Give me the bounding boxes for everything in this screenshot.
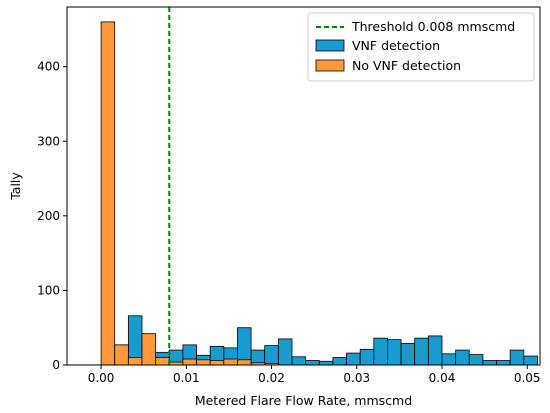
vnf-bar-11 (264, 345, 279, 366)
bars-layer (100, 21, 538, 366)
plot-frame (66, 6, 541, 366)
no-vnf-bar-4 (155, 357, 170, 366)
vnf-bar-23 (427, 335, 443, 366)
vnf-bar-16 (332, 357, 347, 366)
y-tick-label-2: 200 (37, 209, 60, 223)
x-tick-label-0: 0.00 (88, 371, 115, 385)
x-axis-label: Metered Flare Flow Rate, mmscmd (195, 393, 412, 408)
legend-novnf-label: No VNF detection (352, 58, 461, 73)
x-axis: 0.00 0.01 0.02 0.03 0.04 0.05 (88, 365, 541, 385)
no-vnf-bar-1 (114, 344, 129, 366)
vnf-bar-14 (305, 360, 320, 366)
y-tick-label-1: 100 (37, 283, 60, 297)
vnf-bar-29 (509, 349, 525, 366)
no-vnf-bar-8 (209, 360, 225, 366)
x-tick-label-4: 0.04 (429, 371, 456, 385)
y-tick-label-3: 300 (37, 134, 60, 148)
y-axis-label: Tally (8, 172, 23, 201)
y-tick-label-4: 400 (37, 60, 60, 74)
no-vnf-bar-7 (196, 359, 211, 366)
vnf-bar-28 (496, 360, 511, 366)
legend-box (307, 12, 535, 82)
no-vnf-bar-3 (141, 333, 157, 366)
legend-threshold-label: Threshold 0.008 mmscmd (351, 19, 515, 34)
vnf-bar-30 (523, 355, 538, 366)
vnf-bar-27 (482, 360, 497, 366)
vnf-bar-21 (400, 342, 416, 366)
no-vnf-bar-10 (237, 359, 252, 366)
no-vnf-bar-0 (100, 21, 116, 366)
vnf-bar-26 (468, 354, 484, 366)
vnf-bar-17 (346, 352, 361, 366)
x-tick-label-5: 0.05 (514, 371, 541, 385)
vnf-bar-15 (318, 360, 334, 366)
y-axis: 0 100 200 300 400 (37, 60, 67, 372)
x-tick-label-3: 0.03 (343, 371, 370, 385)
no-vnf-bar-2 (127, 357, 143, 366)
vnf-bar-12 (277, 338, 293, 366)
x-tick-label-1: 0.01 (173, 371, 200, 385)
y-tick-label-0: 0 (52, 358, 60, 372)
vnf-bar-20 (387, 339, 402, 366)
vnf-bar-24 (441, 353, 457, 366)
vnf-bar-22 (414, 337, 429, 366)
no-vnf-bar-9 (223, 358, 238, 366)
legend-vnf-label: VNF detection (352, 38, 440, 53)
legend-vnf-swatch (315, 39, 345, 52)
x-tick-label-2: 0.02 (258, 371, 285, 385)
vnf-bar-13 (291, 356, 307, 366)
vnf-bar-19 (373, 337, 388, 366)
legend: Threshold 0.008 mmscmd VNF detection No … (307, 12, 535, 82)
legend-novnf-swatch (315, 59, 345, 72)
no-vnf-bar-6 (182, 358, 197, 366)
vnf-bar-18 (359, 348, 375, 366)
vnf-bar-25 (455, 349, 470, 366)
